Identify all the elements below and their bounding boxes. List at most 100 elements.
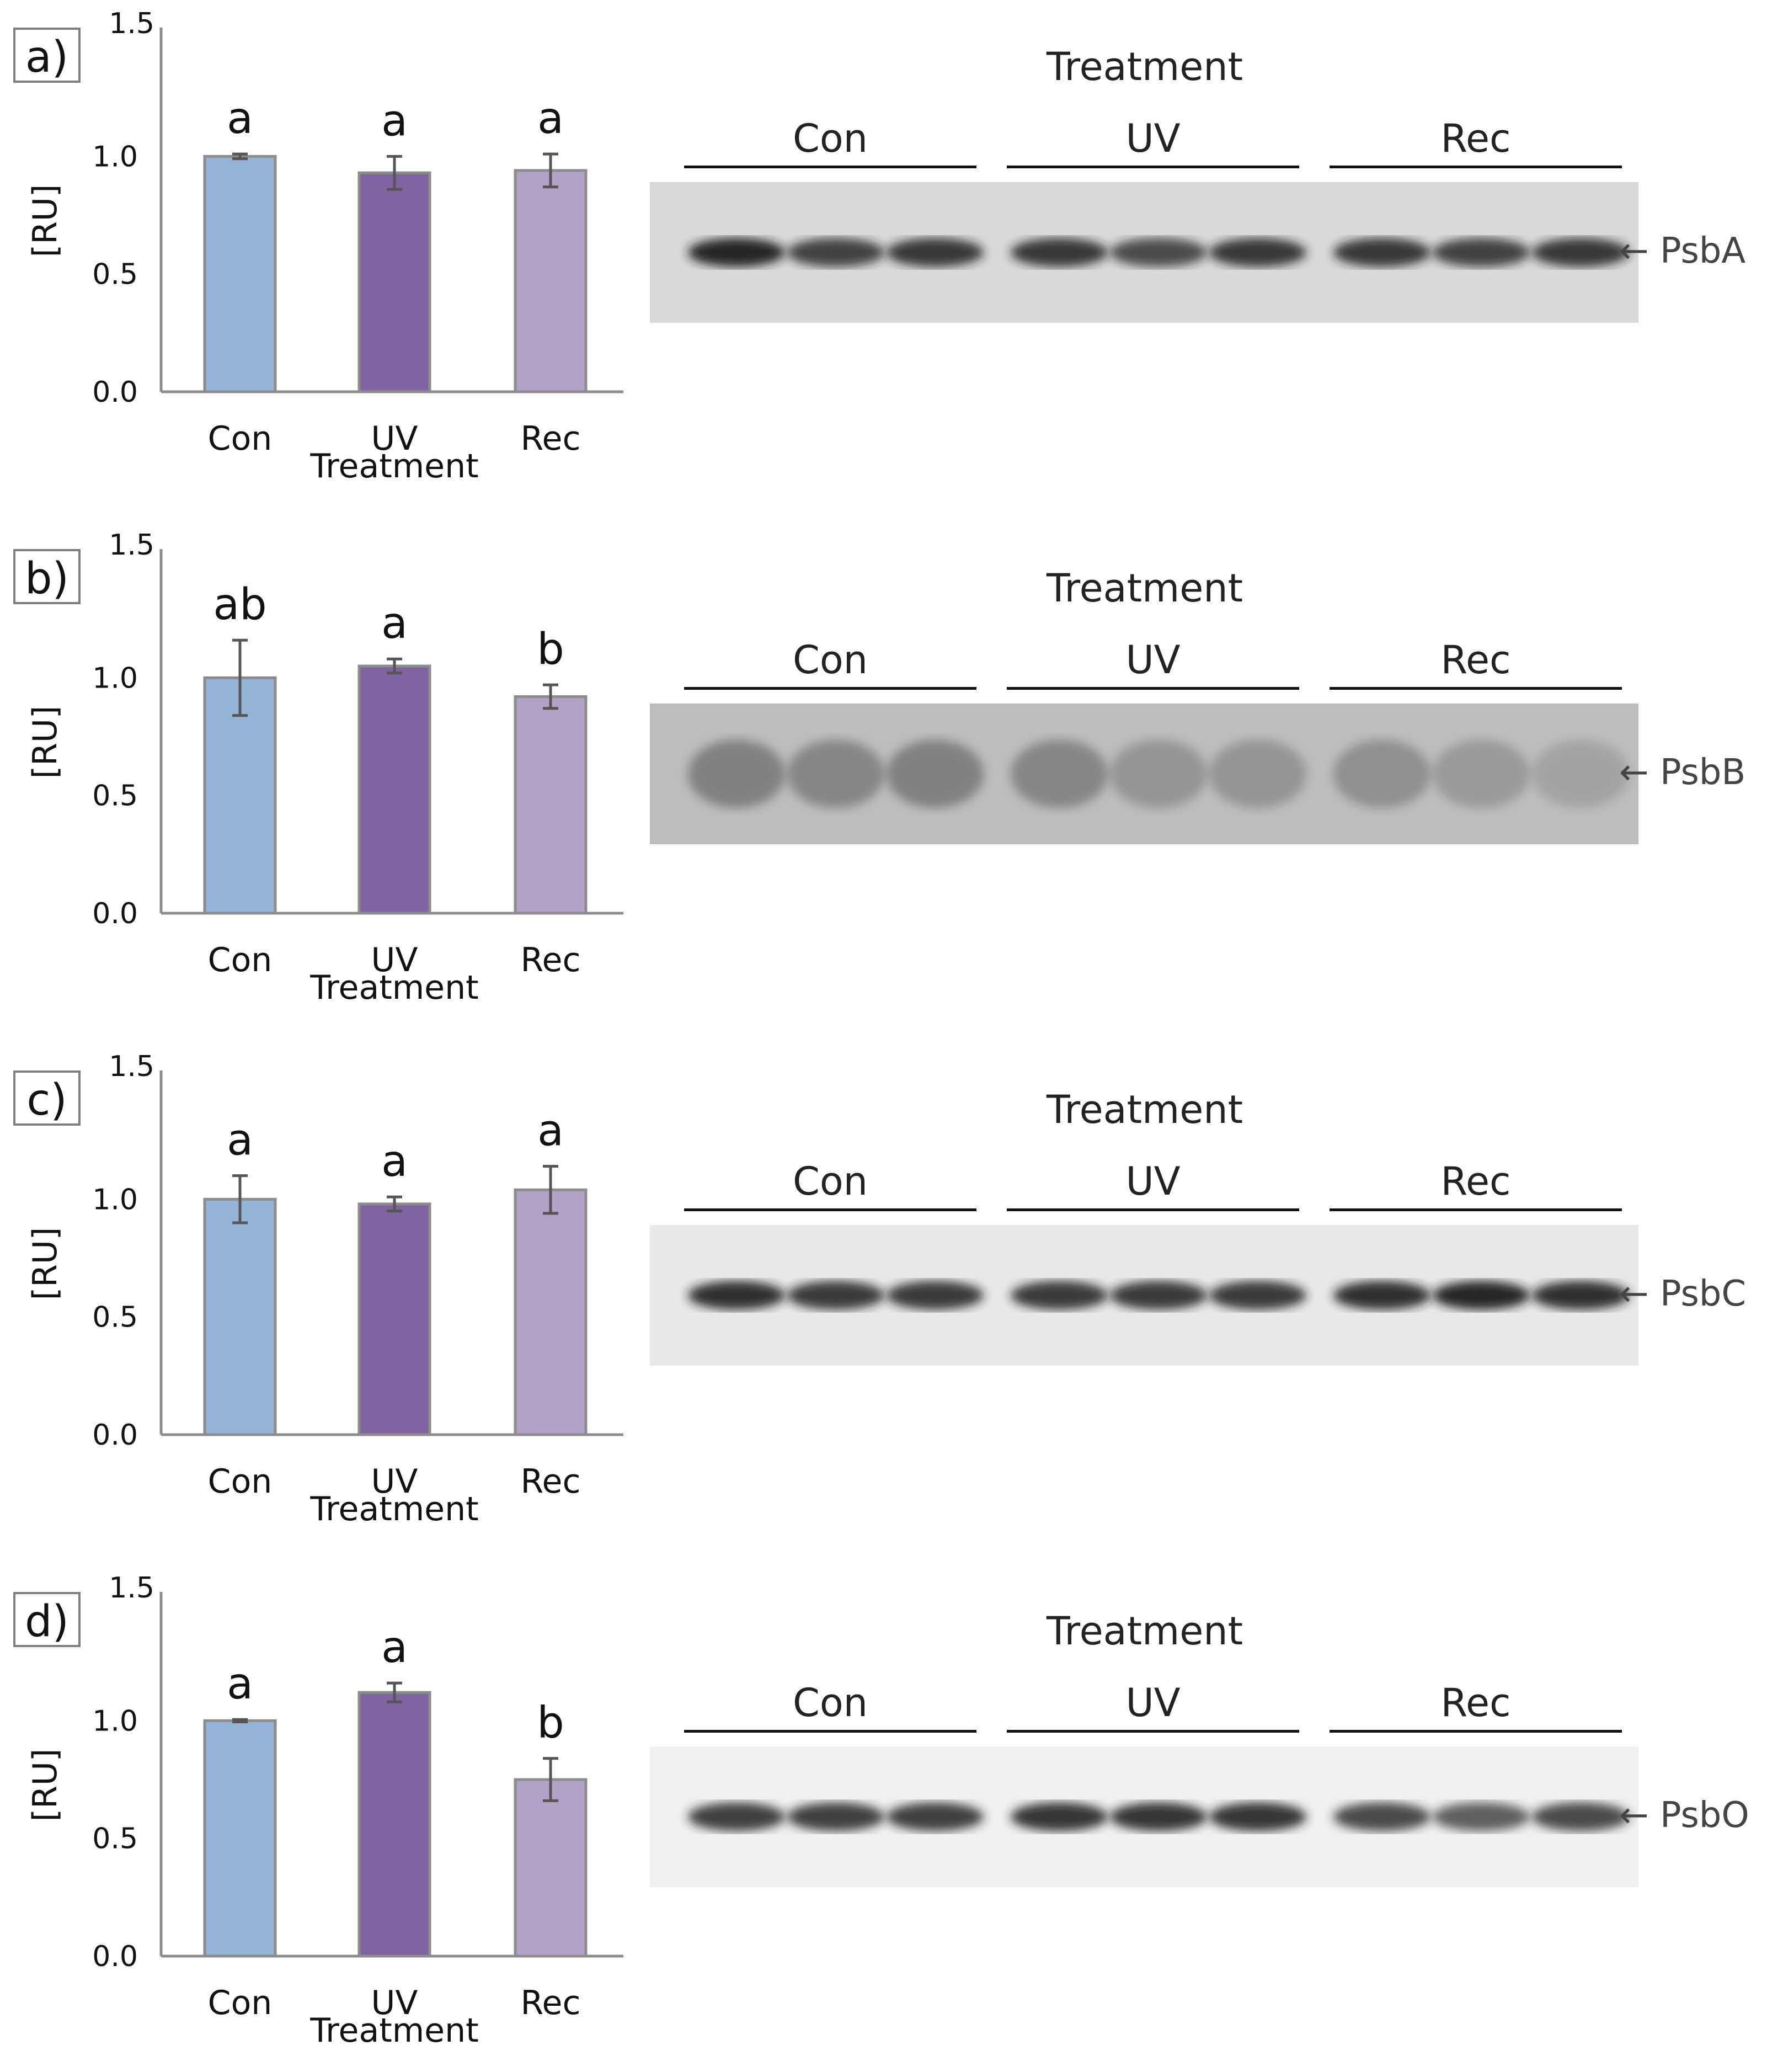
error-bar [543,1757,558,1802]
blot-band [787,238,884,267]
y-tick-label: 1.0 [92,1183,138,1216]
blot-band [787,739,884,808]
protein-name: PsbO [1659,1794,1749,1836]
lane-group-label: Rec [1440,1680,1511,1725]
error-bar [387,1681,402,1703]
lane-group-label: UV [1125,1680,1181,1725]
error-bar [387,657,402,675]
bar-con [203,1197,277,1436]
y-tick-label: 1.0 [92,1705,138,1738]
panel-b: 0.0 0.5 1.0 1.5 [RU] ab Con a UV b Rec Treatment b) T… [0,521,1767,1029]
y-axis-label: [RU] [26,184,65,257]
lane-group-label: UV [1125,1159,1181,1204]
blot-band [1011,1281,1108,1310]
blot-band [1011,1802,1108,1831]
y-axis-label: [RU] [26,1749,65,1821]
lane-group-line [684,687,976,690]
lane-group-line [1007,1730,1299,1733]
x-axis-label: Treatment [309,447,478,486]
y-axis-label: [RU] [26,706,65,779]
western-blot-image [650,1746,1638,1887]
blot-band [1209,1802,1306,1831]
panel-label: a) [13,28,81,83]
panel-d: 0.0 0.5 1.0 1.5 [RU] a Con a UV b Rec Treatment d) Tr… [0,1564,1767,2072]
bar-rec [514,1778,588,1958]
panel-label: c) [13,1070,81,1126]
bar-chart: 0.0 0.5 1.0 1.5 [RU] ab Con a UV b Rec Treatment [26,529,623,1007]
blot-band [1532,739,1629,808]
blot-title: Treatment [1046,1608,1243,1654]
bar-uv [357,171,431,393]
bar-chart: 0.0 0.5 1.0 1.5 [RU] a Con a UV a Rec Treatment [26,1050,623,1528]
y-tick-label: 0.5 [92,780,138,813]
x-tick-label: Con [208,419,273,458]
blot-title: Treatment [1046,1087,1243,1132]
x-axis-label: Treatment [309,968,478,1007]
lane-group-line [1330,1730,1622,1733]
bar-uv [357,1202,431,1436]
error-bar [387,155,402,191]
protein-label: ← PsbC [1619,1274,1746,1314]
lane-group-label: Rec [1440,116,1511,161]
significance-letter: a [227,1116,253,1165]
blot-band [1333,1802,1430,1831]
bar-rec [514,695,588,915]
x-tick-label: Rec [521,419,581,458]
significance-letter: a [381,1137,408,1186]
blot-band [1333,739,1430,808]
x-tick-label: UV [371,941,418,979]
y-tick-label: 0.0 [92,1940,138,1973]
error-bar [232,1174,248,1224]
significance-letter: ab [213,580,266,630]
blot-band [1110,238,1207,267]
panel-label: b) [13,549,81,604]
lane-group-label: Rec [1440,637,1511,683]
blot-band [887,1802,984,1831]
lane-group-line [1330,1208,1622,1211]
western-blot-image [650,182,1638,323]
arrow-left-icon: ← [1619,1273,1660,1314]
bar-uv [357,664,431,915]
blot-band [1532,238,1629,267]
blot-band [688,739,785,808]
blot-band [1433,739,1530,808]
x-tick-label: UV [371,1462,418,1501]
lane-group-label: Con [792,1680,868,1725]
bar-rec [514,1188,588,1436]
significance-letter: a [227,1659,253,1709]
error-bar [232,1718,248,1723]
y-tick-label: 1.5 [109,1050,154,1083]
y-tick-label: 1.5 [109,7,154,40]
western-blot-image [650,704,1638,844]
lane-group-label: Con [792,1159,868,1204]
significance-letter: a [381,96,408,146]
significance-letter: a [227,94,253,143]
lane-group-line [684,1730,976,1733]
blot-band [1433,238,1530,267]
blot-band [1110,1802,1207,1831]
blot-band [1433,1802,1530,1831]
significance-letter: a [537,94,564,143]
bar-con [203,1719,277,1958]
y-tick-label: 0.0 [92,376,138,409]
protein-name: PsbB [1659,752,1746,793]
y-tick-label: 1.5 [109,529,154,562]
x-tick-label: Rec [521,941,581,979]
significance-letter: b [537,625,564,674]
lane-group-label: Con [792,116,868,161]
lane-group-line [1007,687,1299,690]
x-tick-label: Rec [521,1462,581,1501]
significance-letter: b [537,1698,564,1748]
lane-group-line [1330,166,1622,168]
significance-letter: a [381,599,408,648]
blot-title: Treatment [1046,566,1243,611]
lane-group-line [1330,687,1622,690]
lane-group-line [684,1208,976,1211]
error-bar [232,152,248,161]
x-tick-label: UV [371,419,418,458]
significance-letter: a [381,1623,408,1672]
x-axis-label: Treatment [309,1490,478,1528]
error-bar [387,1195,402,1213]
lane-group-label: UV [1125,637,1181,683]
blot-band [1110,739,1207,808]
